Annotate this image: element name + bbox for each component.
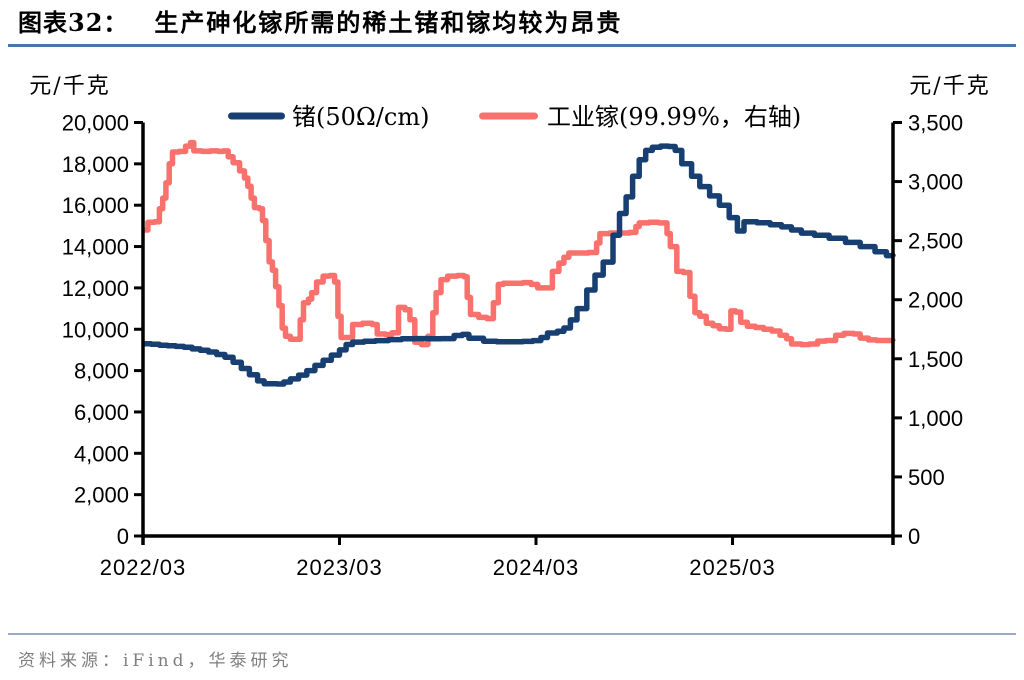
right-axis-tick-label: 2,500 [908,229,963,254]
legend-germanium-swatch [228,112,285,120]
figure-header: 图表32： 生产砷化镓所需的稀土锗和镓均较为昂贵 [18,8,1008,38]
left-axis-tick-label: 4,000 [74,441,129,466]
left-axis-tick-label: 12,000 [62,276,129,301]
left-axis-tick-label: 0 [117,524,129,549]
x-axis-tick-label: 2022/03 [100,555,187,580]
right-axis-tick-label: 3,500 [908,111,963,136]
left-axis-tick-label: 18,000 [62,152,129,177]
legend-gallium-label: 工业镓(99.99%，右轴) [547,103,801,131]
series-germanium-line [143,143,896,387]
left-axis-tick-label: 6,000 [74,400,129,425]
legend-gallium-swatch [479,112,538,120]
right-axis-tick-label: 1,000 [908,406,963,431]
figure-caption: 生产砷化镓所需的稀土锗和镓均较为昂贵 [154,8,623,37]
figure-number: 图表32： [18,8,129,37]
x-axis-tick-label: 2025/03 [689,555,776,580]
title-divider [8,44,1016,47]
x-axis-tick-label: 2023/03 [296,555,383,580]
right-axis-tick-label: 3,000 [908,170,963,195]
left-axis-tick-label: 16,000 [62,193,129,218]
right-axis-tick-label: 500 [908,465,945,490]
right-axis-unit-label: 元/千克 [909,74,990,99]
x-axis-tick-label: 2024/03 [493,555,580,580]
right-axis-tick-label: 2,000 [908,288,963,313]
left-axis-tick-label: 10,000 [62,317,129,342]
right-axis-tick-label: 0 [908,524,920,549]
left-axis-tick-label: 20,000 [62,111,129,136]
left-axis-tick-label: 2,000 [74,483,129,508]
left-axis-tick-label: 8,000 [74,359,129,384]
source-text: 资料来源：iFind，华泰研究 [18,651,293,671]
left-axis-tick-label: 14,000 [62,235,129,260]
legend-germanium-label: 锗(50Ω/cm) [292,103,429,131]
footer-divider [8,633,1016,635]
source-note: 资料来源：iFind，华泰研究 [18,646,1008,671]
series-gallium-line [143,139,896,348]
left-axis-unit-label: 元/千克 [29,74,110,99]
right-axis-tick-label: 1,500 [908,347,963,372]
